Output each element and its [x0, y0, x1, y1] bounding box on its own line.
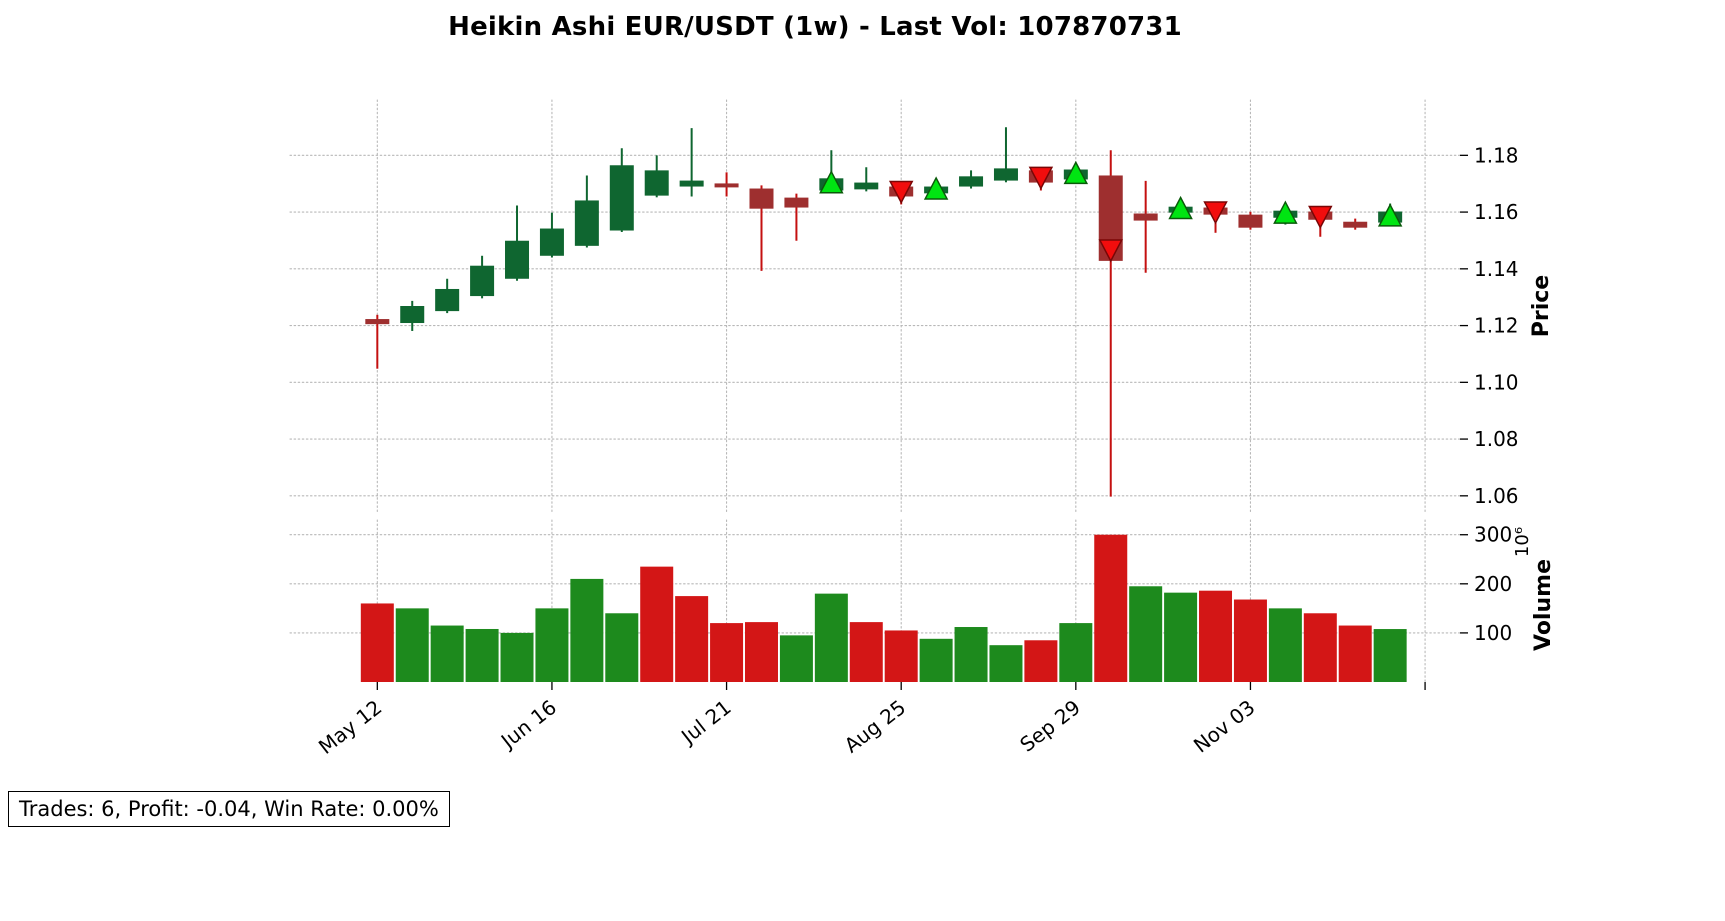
volume-bar	[1338, 625, 1372, 682]
candle-down	[714, 183, 739, 188]
volume-bar	[535, 608, 569, 682]
buy-marker-icon	[1063, 160, 1089, 185]
candle-down	[749, 188, 774, 209]
volume-bar	[954, 627, 988, 682]
buy-marker-icon	[923, 176, 949, 200]
candle-down	[1133, 213, 1158, 221]
buy-marker-icon	[1377, 203, 1403, 227]
volume-bar	[884, 630, 918, 682]
sell-marker-icon	[888, 180, 914, 205]
price-tick-label: 1.18	[1474, 143, 1519, 167]
volume-bar	[1129, 586, 1163, 682]
price-tick-label: 1.10	[1474, 370, 1519, 394]
price-tick-label: 1.16	[1474, 200, 1519, 224]
x-tick-label: Sep 29	[1015, 695, 1085, 757]
volume-bar	[395, 608, 429, 682]
volume-axis-label: Volume	[1531, 559, 1556, 651]
candle-up	[539, 228, 564, 256]
volume-bar	[465, 628, 499, 682]
volume-bar	[814, 593, 848, 682]
buy-marker-icon	[819, 170, 844, 194]
volume-bar	[1233, 599, 1267, 682]
candle-down	[1238, 214, 1263, 228]
volume-bar	[989, 645, 1023, 682]
x-tick-label: Jun 16	[495, 695, 561, 754]
volume-bars	[360, 534, 1407, 682]
volume-bar	[570, 578, 604, 682]
candle-down	[1343, 221, 1368, 228]
volume-bar	[1024, 640, 1058, 682]
candle-up	[679, 180, 704, 187]
price-tick-label: 1.14	[1474, 257, 1519, 281]
candle-down	[784, 197, 809, 208]
volume-bar	[1199, 590, 1233, 682]
volume-bar	[605, 613, 639, 682]
sell-marker-icon	[1098, 239, 1123, 263]
x-tick-label: Jul 21	[675, 695, 735, 750]
chart-title: Heikin Ashi EUR/USDT (1w) - Last Vol: 10…	[448, 12, 1182, 42]
x-tick-label: May 12	[314, 695, 386, 759]
volume-bar	[1164, 592, 1198, 682]
stats-box: Trades: 6, Profit: -0.04, Win Rate: 0.00…	[8, 791, 450, 827]
volume-bar	[710, 623, 744, 682]
candle-up	[574, 200, 599, 246]
volume-bar	[779, 635, 813, 682]
buy-marker-icon	[1168, 195, 1193, 220]
candles	[365, 127, 1403, 497]
volume-tick-label: 200	[1474, 572, 1512, 596]
volume-bar	[360, 603, 394, 682]
sell-marker-icon	[1203, 201, 1228, 225]
volume-bar	[675, 596, 709, 682]
volume-tick-label: 100	[1474, 621, 1512, 645]
candle-up	[644, 170, 669, 196]
volume-bar	[919, 638, 953, 682]
volume-bar	[1268, 608, 1302, 682]
volume-bar	[1094, 534, 1128, 682]
candle-up	[470, 265, 495, 297]
volume-bar	[640, 566, 674, 682]
buy-marker-icon	[1273, 200, 1298, 224]
volume-bar	[1059, 623, 1093, 682]
volume-scale-offset-label: 10⁶	[1512, 527, 1533, 557]
volume-tick-label: 300	[1474, 523, 1512, 547]
sell-marker-icon	[1028, 166, 1054, 190]
candle-up	[505, 240, 530, 279]
volume-bar	[849, 622, 883, 682]
x-tick-label: Aug 25	[840, 695, 911, 758]
volume-bar	[430, 625, 464, 682]
candle-up	[854, 182, 879, 190]
price-tick-label: 1.08	[1474, 427, 1519, 451]
volume-bar	[1373, 629, 1407, 682]
volume-bar	[500, 632, 534, 682]
candle-up	[435, 288, 460, 312]
candle-up	[993, 168, 1018, 181]
x-tick-label: Nov 03	[1189, 695, 1260, 758]
volume-bar	[1303, 613, 1337, 682]
candle-up	[959, 176, 984, 187]
trade-markers	[819, 160, 1403, 263]
volume-bar	[744, 622, 778, 682]
sell-marker-icon	[1308, 205, 1333, 230]
candle-up	[609, 165, 634, 231]
candle-up	[400, 306, 425, 324]
candle-down	[365, 319, 390, 325]
price-axis-label: Price	[1529, 275, 1554, 337]
price-tick-label: 1.12	[1474, 314, 1519, 338]
price-tick-label: 1.06	[1474, 484, 1519, 508]
